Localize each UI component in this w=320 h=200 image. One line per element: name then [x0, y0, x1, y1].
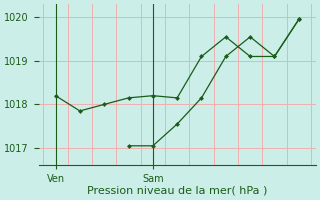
- X-axis label: Pression niveau de la mer( hPa ): Pression niveau de la mer( hPa ): [87, 186, 268, 196]
